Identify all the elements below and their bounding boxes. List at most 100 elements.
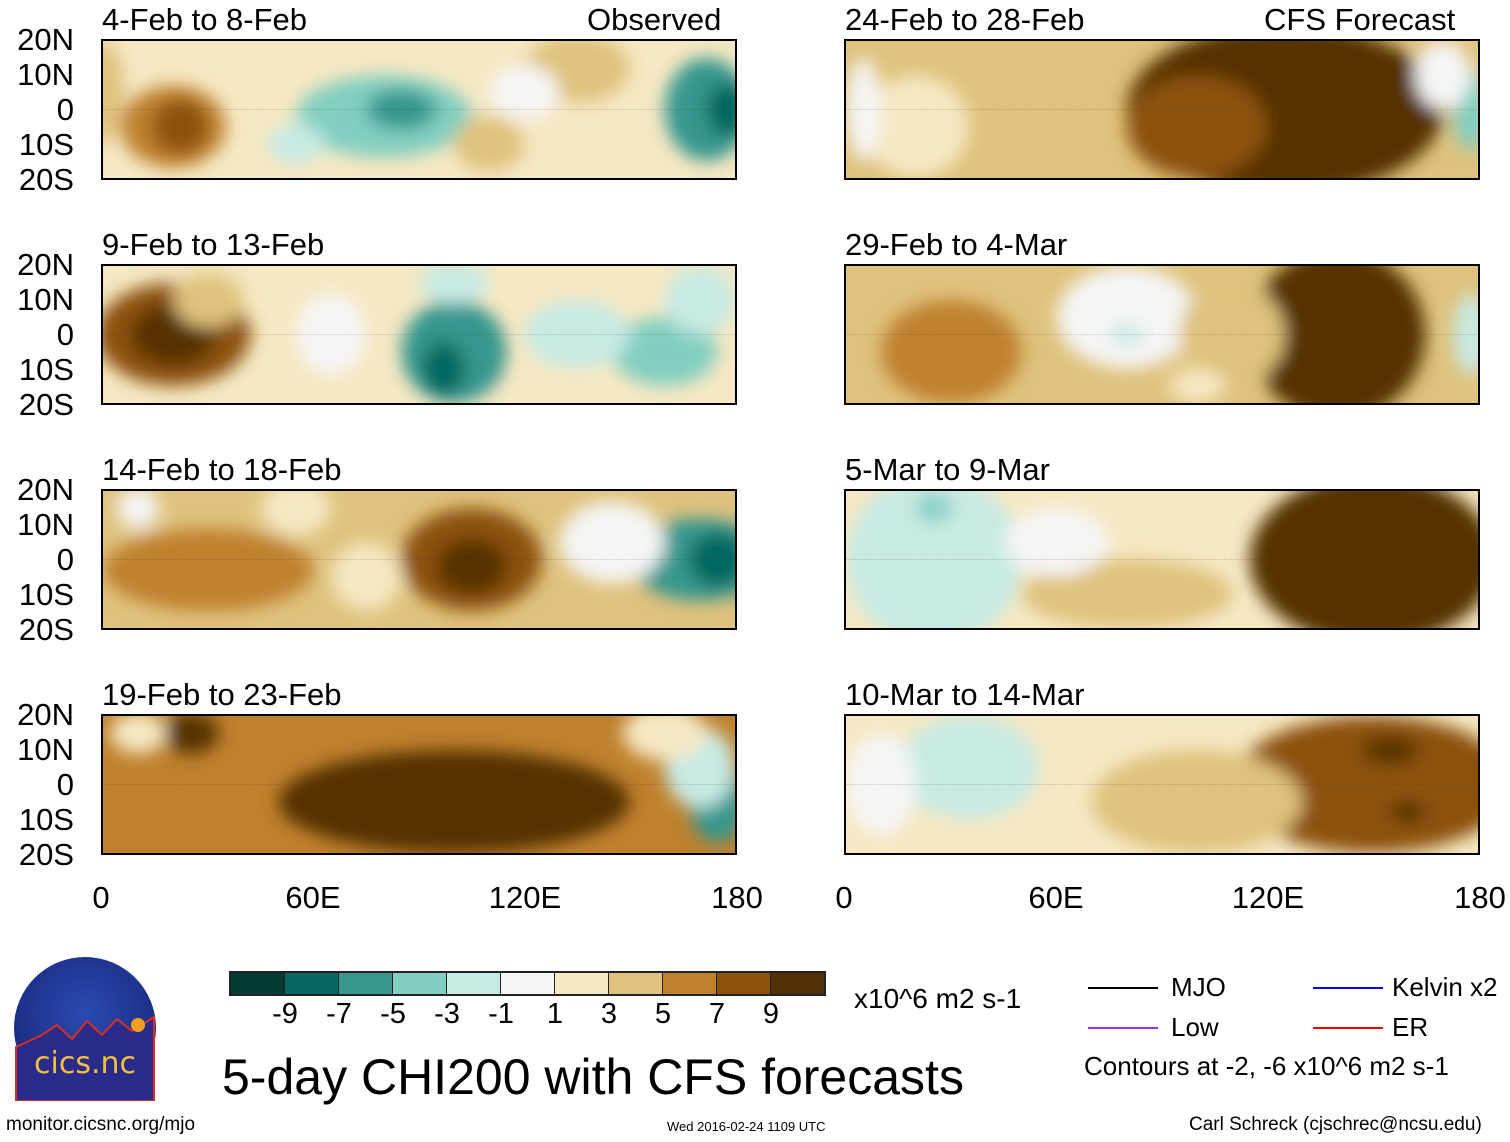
- map-panel: [844, 264, 1480, 405]
- panel-title: 4-Feb to 8-Feb: [102, 2, 308, 37]
- panel-title: 10-Mar to 14-Mar: [845, 677, 1085, 712]
- contour-note: Contours at -2, -6 x10^6 m2 s-1: [1084, 1051, 1449, 1081]
- y-tick-label: 0: [56, 767, 74, 802]
- anomaly-region: [664, 266, 735, 335]
- colorbar-label: -1: [488, 998, 514, 1030]
- site-url[interactable]: monitor.cicsnc.org/mjo: [6, 1114, 196, 1135]
- colorbar-label: -5: [380, 998, 406, 1030]
- anomaly-region: [278, 750, 630, 853]
- colorbar-swatch: [555, 973, 609, 994]
- anomaly-region: [173, 272, 244, 328]
- anomaly-region: [898, 716, 1040, 819]
- anomaly-region: [103, 41, 125, 144]
- anomaly-region: [881, 300, 1022, 403]
- anomaly-region: [152, 99, 209, 155]
- colorbar-label: 9: [762, 998, 780, 1030]
- y-tick-label: 10N: [17, 507, 74, 542]
- low-legend-line: [1088, 1027, 1158, 1029]
- anomaly-region: [1169, 368, 1226, 403]
- anomaly-region: [268, 123, 325, 165]
- colorbar-swatch: [393, 973, 447, 994]
- y-tick-label: 20S: [18, 162, 74, 197]
- anomaly-region: [622, 716, 707, 761]
- y-tick-label: 10S: [18, 352, 74, 387]
- anomaly-region: [296, 293, 367, 376]
- colorbar-label: 3: [600, 998, 618, 1030]
- panel-title: 14-Feb to 18-Feb: [102, 452, 342, 487]
- panel-title: 29-Feb to 4-Mar: [845, 227, 1068, 262]
- panel-title: 9-Feb to 13-Feb: [102, 227, 325, 262]
- y-tick-label: 20S: [18, 837, 74, 872]
- x-tick-label: 60E: [1028, 880, 1084, 915]
- anomaly-region: [261, 491, 332, 536]
- anomaly-region: [436, 538, 507, 594]
- x-tick-label: 120E: [488, 880, 562, 915]
- observed-label: Observed: [587, 2, 722, 37]
- panel-title: 24-Feb to 28-Feb: [845, 2, 1085, 37]
- anomaly-region: [419, 266, 490, 304]
- er-legend-line: [1313, 1027, 1383, 1029]
- anomaly-region: [1056, 266, 1198, 369]
- x-tick-label: 120E: [1231, 880, 1305, 915]
- y-tick-label: 20S: [18, 387, 74, 422]
- anomaly-region: [103, 528, 314, 611]
- colorbar-label: 5: [654, 998, 672, 1030]
- map-panel: [101, 489, 737, 630]
- anomaly-region: [454, 116, 525, 172]
- y-tick-label: 10N: [17, 282, 74, 317]
- colorbar-swatch: [663, 973, 717, 994]
- y-tick-label: 10S: [18, 127, 74, 162]
- anomaly-region: [846, 58, 882, 161]
- colorbar-swatch: [447, 973, 501, 994]
- anomaly-region: [1004, 508, 1110, 577]
- anomaly-region: [1362, 736, 1419, 764]
- x-tick-label: 0: [92, 880, 110, 915]
- y-tick-label: 10N: [17, 57, 74, 92]
- anomaly-region: [331, 542, 402, 611]
- timestamp: Wed 2016-02-24 1109 UTC: [667, 1119, 826, 1134]
- y-tick-label: 20N: [17, 247, 74, 282]
- anomaly-region: [1021, 559, 1233, 628]
- panel-title: 5-Mar to 9-Mar: [845, 452, 1050, 487]
- legend-mjo: MJO: [1171, 972, 1226, 1002]
- colorbar-swatch: [231, 973, 285, 994]
- map-panel: [101, 264, 737, 405]
- y-tick-label: 10S: [18, 577, 74, 612]
- colorbar: [229, 971, 826, 996]
- legend-low: Low: [1171, 1012, 1219, 1042]
- anomaly-region: [863, 75, 969, 178]
- colorbar-swatch: [339, 973, 393, 994]
- colorbar-label: 1: [546, 998, 564, 1030]
- panel-title: 19-Feb to 23-Feb: [102, 677, 342, 712]
- y-tick-label: 0: [56, 542, 74, 577]
- y-tick-label: 10S: [18, 802, 74, 837]
- anomaly-region: [1126, 75, 1268, 178]
- x-tick-label: 180: [1454, 880, 1506, 915]
- y-tick-label: 0: [56, 92, 74, 127]
- anomaly-region: [1414, 41, 1471, 110]
- anomaly-region: [664, 58, 735, 161]
- colorbar-label: -9: [272, 998, 298, 1030]
- x-tick-label: 60E: [285, 880, 341, 915]
- anomaly-region: [1179, 283, 1285, 386]
- anomaly-region: [1390, 801, 1426, 823]
- anomaly-region: [846, 491, 1022, 628]
- colorbar-swatch: [771, 973, 824, 994]
- anomaly-region: [162, 716, 219, 754]
- colorbar-label: 7: [708, 998, 726, 1030]
- y-tick-label: 20N: [17, 472, 74, 507]
- y-tick-label: 20S: [18, 612, 74, 647]
- x-tick-label: 180: [711, 880, 763, 915]
- y-tick-label: 10N: [17, 732, 74, 767]
- colorbar-swatch: [717, 973, 771, 994]
- y-tick-label: 0: [56, 317, 74, 352]
- legend-kelvin: Kelvin x2: [1392, 972, 1498, 1002]
- legend-er: ER: [1392, 1012, 1429, 1042]
- map-panel: [101, 714, 737, 855]
- kelvin-legend-line: [1313, 987, 1383, 989]
- colorbar-label: -7: [326, 998, 352, 1030]
- colorbar-swatch: [609, 973, 663, 994]
- svg-text:cics.nc: cics.nc: [34, 1046, 136, 1081]
- author-credit: Carl Schreck (cjschrec@ncsu.edu): [1189, 1114, 1482, 1135]
